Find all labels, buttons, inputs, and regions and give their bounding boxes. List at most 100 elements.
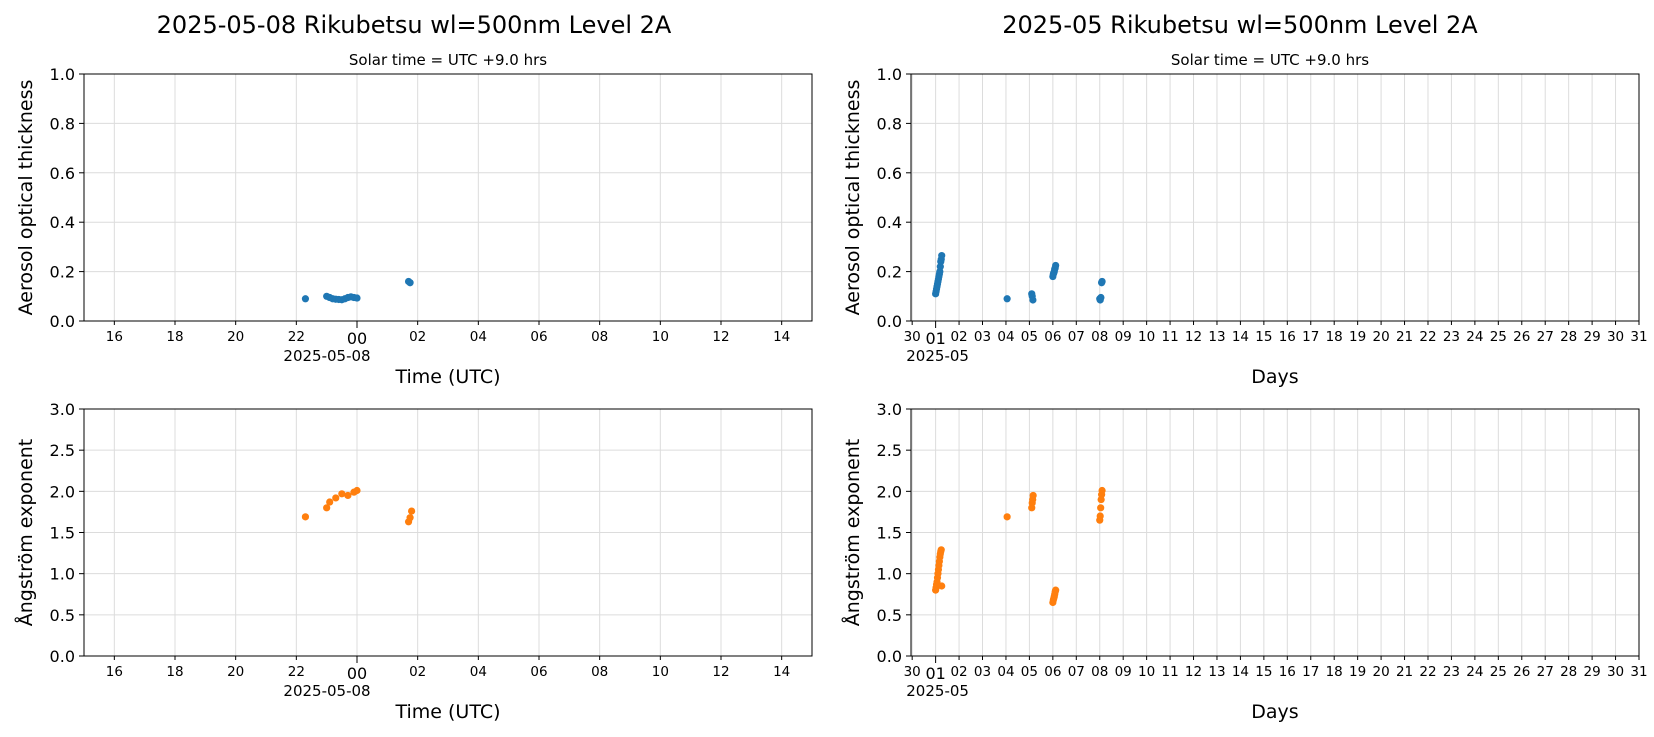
x-tick-label: 10 (1138, 664, 1155, 680)
data-point (406, 279, 414, 287)
x-tick-label: 09 (1115, 664, 1132, 680)
x-tick-label: 12 (712, 329, 729, 345)
y-tick-label: 3.0 (50, 400, 75, 419)
x-tick-label: 13 (1208, 664, 1225, 680)
x-tick-label: 18 (1326, 664, 1343, 680)
x-tick-label: 13 (1208, 329, 1225, 345)
x-tick-label: 21 (1396, 329, 1413, 345)
y-tick-label: 0.0 (50, 647, 75, 666)
y-tick-label: 0.0 (877, 647, 902, 666)
x-tick-label: 28 (1560, 329, 1577, 345)
x-tick-label: 22 (1419, 664, 1436, 680)
data-point (1097, 504, 1105, 512)
y-tick-label: 2.0 (877, 482, 902, 501)
y-tick-label: 2.5 (50, 441, 75, 460)
x-tick-label: 25 (1490, 664, 1507, 680)
data-point (326, 498, 334, 506)
data-point (1096, 512, 1104, 520)
y-tick-label: 0.0 (877, 312, 902, 331)
x-tick-label: 28 (1560, 664, 1577, 680)
axes-frame (910, 73, 1640, 322)
x-tick-label: 04 (997, 329, 1014, 345)
y-tick-label: 2.5 (877, 441, 902, 460)
x-tick-label: 03 (974, 664, 991, 680)
x-tick-label: 08 (591, 664, 608, 680)
y-tick-label: 0.0 (50, 312, 75, 331)
x-tick-label: 25 (1490, 329, 1507, 345)
y-tick-label: 0.5 (877, 606, 902, 625)
y-tick-label: 0.4 (877, 213, 902, 232)
x-tick-label: 04 (997, 664, 1014, 680)
axes-frame (83, 73, 813, 322)
x-axis-label: Days (1251, 366, 1298, 388)
x-tick-label: 18 (1326, 329, 1343, 345)
data-point (1098, 486, 1106, 495)
x-major-tick-label: 01 (925, 329, 945, 348)
x-tick-label: 20 (1372, 329, 1389, 345)
y-tick-label: 0.6 (50, 164, 75, 183)
x-axis-label: Time (UTC) (394, 701, 500, 723)
x-tick-label: 20 (227, 329, 244, 345)
data-point (353, 294, 361, 302)
y-tick-label: 1.0 (877, 565, 902, 584)
x-tick-label: 07 (1068, 329, 1085, 345)
right-title: 2025-05 Rikubetsu wl=500nm Level 2A (1002, 11, 1478, 39)
x-tick-label: 02 (950, 329, 967, 345)
x-tick-label: 14 (1232, 664, 1249, 680)
x-tick-label: 20 (1372, 664, 1389, 680)
x-tick-label: 14 (1232, 329, 1249, 345)
x-axis-label: Time (UTC) (394, 366, 500, 388)
x-tick-label: 08 (1091, 329, 1108, 345)
x-tick-label: 17 (1302, 329, 1319, 345)
x-tick-label: 06 (530, 664, 547, 680)
x-tick-label: 22 (288, 664, 305, 680)
data-point (323, 504, 331, 512)
y-tick-label: 0.5 (50, 606, 75, 625)
x-tick-label: 29 (1584, 664, 1601, 680)
x-tick-label: 08 (591, 329, 608, 345)
y-tick-label: 1.0 (50, 65, 75, 84)
x-tick-label: 21 (1396, 664, 1413, 680)
y-axis-label: Ångström exponent (841, 439, 864, 627)
x-tick-label: 07 (1068, 664, 1085, 680)
x-tick-label: 22 (288, 329, 305, 345)
y-tick-label: 0.6 (877, 164, 902, 183)
x-tick-label: 03 (974, 329, 991, 345)
x-tick-label: 30 (1607, 664, 1624, 680)
data-point (332, 494, 340, 502)
x-tick-label: 06 (530, 329, 547, 345)
x-tick-label: 04 (470, 664, 487, 680)
x-tick-label: 02 (950, 664, 967, 680)
x-tick-label: 16 (106, 329, 123, 345)
left-subtitle: Solar time = UTC +9.0 hrs (349, 51, 547, 69)
data-point (344, 491, 352, 500)
monthly-angstrom-chart: 0.00.51.01.52.02.53.030 01 02 03 04 05 06 07 08 0… (841, 400, 1648, 723)
y-axis-label: Aerosol optical thickness (842, 80, 864, 316)
x-tick-label: 27 (1537, 329, 1554, 345)
x-tick-label: 05 (1021, 329, 1038, 345)
x-tick-label: 11 (1161, 329, 1178, 345)
monthly-aot-chart: 0.00.20.40.60.81.030 01 02 03 04 05 06 07 08 09 10… (842, 65, 1648, 388)
x-tick-label: 31 (1630, 329, 1647, 345)
x-tick-label: 26 (1513, 329, 1530, 345)
x-tick-label: 15 (1255, 329, 1272, 345)
x-tick-label: 09 (1115, 329, 1132, 345)
y-tick-label: 3.0 (877, 400, 902, 419)
y-axis-label: Ångström exponent (14, 439, 37, 627)
x-tick-label: 12 (1185, 664, 1202, 680)
x-tick-label: 10 (652, 664, 669, 680)
data-point (301, 513, 310, 521)
data-point (1029, 491, 1037, 500)
x-offset-label: 2025-05-08 (283, 347, 370, 365)
x-offset-label: 2025-05 (906, 682, 969, 700)
right-subtitle: Solar time = UTC +9.0 hrs (1171, 51, 1369, 69)
data-point (301, 295, 310, 303)
x-tick-label: 10 (1138, 329, 1155, 345)
x-tick-label: 12 (1185, 329, 1202, 345)
x-tick-label: 06 (1044, 329, 1061, 345)
x-tick-label: 23 (1443, 664, 1460, 680)
data-point (938, 582, 946, 590)
x-tick-label: 16 (1279, 664, 1296, 680)
x-tick-label: 23 (1443, 329, 1460, 345)
